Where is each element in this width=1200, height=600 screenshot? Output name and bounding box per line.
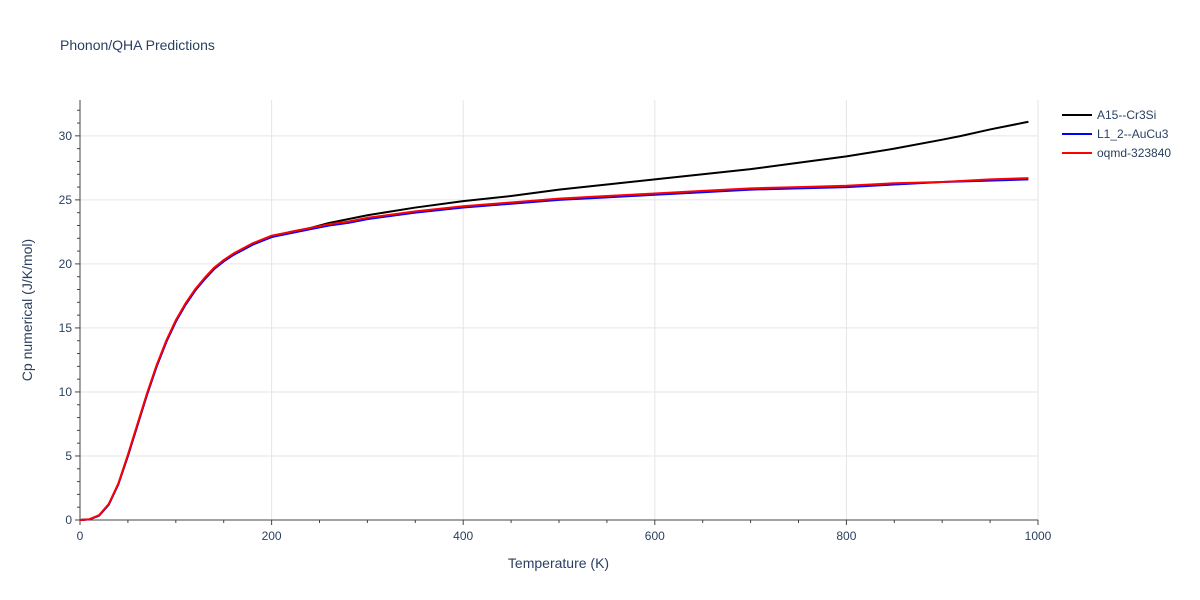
- y-tick-label: 10: [59, 385, 73, 399]
- legend-item-2[interactable]: L1_2--AuCu3: [1062, 127, 1169, 141]
- series-layer: [79, 120, 1029, 521]
- y-axis-title: Cp numerical (J/K/mol): [19, 239, 35, 381]
- x-axis-title: Temperature (K): [508, 555, 609, 571]
- series-line-3[interactable]: [79, 177, 1029, 521]
- grid-layer: [80, 100, 1039, 520]
- x-tick-label: 0: [77, 529, 84, 543]
- x-tick-label: 200: [262, 529, 282, 543]
- legend-label: A15--Cr3Si: [1097, 108, 1156, 122]
- y-tick-label: 20: [59, 257, 73, 271]
- legend-item-3[interactable]: oqmd-323840: [1062, 146, 1171, 160]
- legend-label: oqmd-323840: [1097, 146, 1171, 160]
- legend[interactable]: A15--Cr3Si L1_2--AuCu3 oqmd-323840: [1062, 108, 1171, 160]
- legend-label: L1_2--AuCu3: [1097, 127, 1169, 141]
- axes-layer: 0 200 400 600 800 1000 0 5 10 15 20 25 30: [59, 100, 1052, 543]
- y-tick-label: 25: [59, 193, 73, 207]
- x-tick-label: 800: [836, 529, 856, 543]
- y-tick-label: 30: [59, 129, 73, 143]
- y-tick-label: 0: [65, 513, 72, 527]
- chart-title: Phonon/QHA Predictions: [60, 37, 215, 53]
- y-tick-label: 15: [59, 321, 73, 335]
- x-tick-label: 400: [453, 529, 473, 543]
- x-tick-label: 1000: [1025, 529, 1052, 543]
- y-tick-label: 5: [65, 449, 72, 463]
- legend-item-1[interactable]: A15--Cr3Si: [1062, 108, 1156, 122]
- x-tick-label: 600: [645, 529, 665, 543]
